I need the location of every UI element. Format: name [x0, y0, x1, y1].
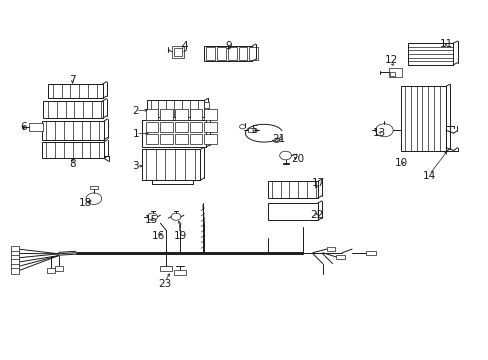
Text: 17: 17 [311, 178, 325, 188]
Bar [217, 47, 225, 60]
Bar [365, 251, 375, 255]
Bar [336, 255, 345, 259]
Bar [43, 101, 102, 118]
Text: 14: 14 [422, 171, 435, 181]
Bar [160, 266, 172, 271]
Text: 4: 4 [181, 41, 188, 51]
Circle shape [239, 125, 245, 129]
Bar [145, 134, 158, 144]
Bar [11, 251, 19, 256]
Text: 15: 15 [144, 215, 158, 225]
Bar [90, 186, 98, 189]
Bar [145, 122, 158, 132]
Bar [11, 255, 19, 261]
Bar [204, 46, 252, 61]
Bar [11, 268, 19, 274]
Bar [160, 109, 173, 120]
Bar [204, 134, 217, 144]
Bar [189, 134, 202, 144]
Bar [407, 43, 452, 65]
Bar [174, 48, 182, 56]
Bar [55, 266, 62, 271]
Text: 21: 21 [271, 134, 285, 144]
Bar [175, 109, 187, 120]
Bar [267, 203, 317, 220]
Text: 10: 10 [394, 158, 407, 168]
Bar [189, 122, 202, 132]
Circle shape [375, 124, 392, 137]
Text: 18: 18 [79, 198, 92, 208]
Text: 13: 13 [371, 128, 385, 138]
Bar [206, 47, 215, 60]
Text: 19: 19 [174, 231, 187, 241]
Bar [175, 134, 187, 144]
Bar [29, 123, 43, 131]
Text: 5: 5 [250, 125, 257, 135]
Bar [41, 142, 104, 158]
Bar [11, 264, 19, 269]
Circle shape [86, 193, 102, 204]
Text: 9: 9 [225, 41, 232, 51]
Text: 22: 22 [309, 210, 323, 220]
Text: 20: 20 [291, 154, 304, 164]
Bar [146, 100, 204, 117]
Bar [11, 259, 19, 265]
Text: 11: 11 [438, 39, 452, 49]
Text: 3: 3 [132, 161, 139, 171]
Bar [249, 47, 258, 60]
Bar [400, 86, 445, 151]
Bar [142, 120, 206, 147]
Bar [267, 181, 317, 198]
Bar [204, 109, 217, 120]
Text: 2: 2 [132, 106, 139, 116]
Bar [204, 102, 209, 108]
Bar [145, 109, 158, 120]
Bar [189, 109, 202, 120]
Text: 16: 16 [152, 231, 165, 241]
Text: 8: 8 [69, 159, 76, 169]
Bar [142, 149, 200, 180]
Bar [389, 72, 394, 76]
Circle shape [171, 213, 181, 220]
Bar [227, 47, 236, 60]
Bar [41, 121, 104, 140]
Circle shape [147, 213, 157, 220]
Bar [48, 84, 102, 98]
Bar [160, 122, 173, 132]
Bar [174, 270, 185, 275]
Bar [326, 247, 335, 251]
Text: 6: 6 [20, 122, 27, 132]
Circle shape [279, 151, 291, 160]
Bar [172, 46, 183, 58]
Bar [238, 47, 247, 60]
Bar [175, 122, 187, 132]
Bar [47, 268, 55, 273]
Text: 12: 12 [384, 55, 397, 66]
Bar [160, 134, 173, 144]
Text: 23: 23 [158, 279, 172, 289]
Bar [388, 68, 401, 77]
Circle shape [273, 138, 279, 143]
Bar [204, 122, 217, 132]
Bar [248, 128, 255, 132]
Text: 7: 7 [69, 75, 76, 85]
Text: 1: 1 [132, 129, 139, 139]
Bar [11, 246, 19, 252]
